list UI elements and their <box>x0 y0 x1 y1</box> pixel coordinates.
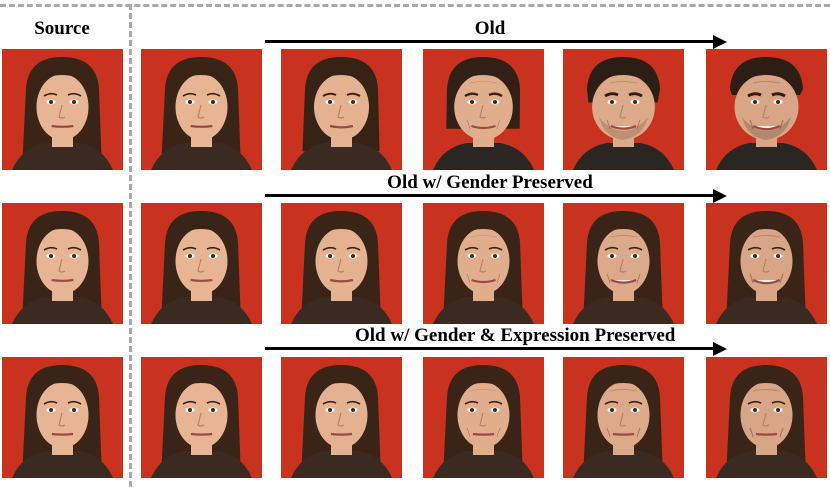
source-face-image <box>2 203 123 324</box>
arrowhead-icon <box>713 35 727 49</box>
edited-face-image <box>281 49 402 170</box>
arrow-gender-preserved <box>265 189 727 203</box>
edited-face-image <box>706 203 827 324</box>
edited-face-image <box>563 49 684 170</box>
edited-face-image <box>141 203 262 324</box>
edited-face-image <box>141 357 262 478</box>
source-face-image <box>2 49 123 170</box>
source-face-image <box>2 357 123 478</box>
vertical-dashed-divider <box>129 4 132 487</box>
edited-face-image <box>423 357 544 478</box>
edited-face-image <box>141 49 262 170</box>
arrow-gender-expression-preserved <box>265 342 727 356</box>
edited-face-image <box>563 357 684 478</box>
arrow-old <box>265 35 727 49</box>
source-column-label: Source <box>34 18 90 39</box>
edited-face-image <box>706 357 827 478</box>
row-title-gender-preserved: Old w/ Gender Preserved <box>387 172 593 193</box>
edited-face-image <box>281 357 402 478</box>
edited-face-image <box>281 203 402 324</box>
edited-face-image <box>563 203 684 324</box>
arrowhead-icon <box>713 189 727 203</box>
edited-face-image <box>706 49 827 170</box>
edited-face-image <box>423 49 544 170</box>
top-dashed-divider <box>0 4 830 7</box>
row-title-old: Old <box>474 18 506 39</box>
edited-face-image <box>423 203 544 324</box>
row-title-gender-expression-preserved: Old w/ Gender & Expression Preserved <box>355 325 676 346</box>
arrowhead-icon <box>713 342 727 356</box>
